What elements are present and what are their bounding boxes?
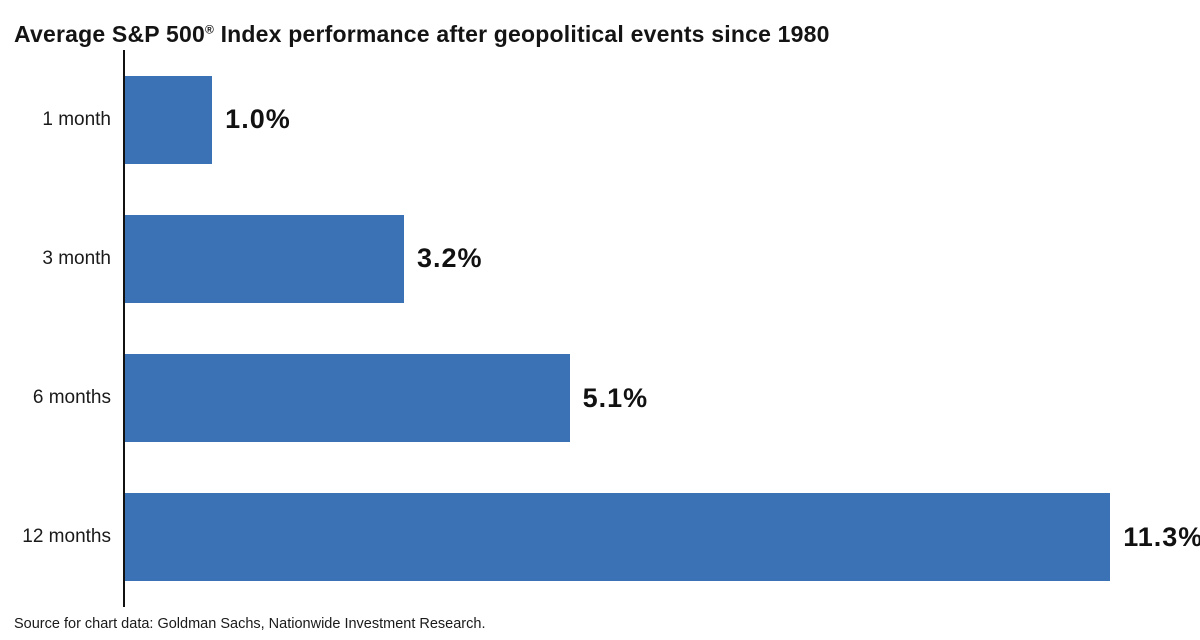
category-label: 1 month <box>42 108 111 130</box>
bar <box>125 75 213 164</box>
bar <box>125 354 570 443</box>
value-label: 5.1% <box>582 382 649 413</box>
category-label: 12 months <box>22 526 111 548</box>
bar-track: 1.0% <box>125 50 1200 189</box>
value-label: 3.2% <box>416 243 483 274</box>
category-label: 6 months <box>32 387 111 409</box>
y-axis-line <box>123 50 125 607</box>
bar-row: 1 month 1.0% <box>0 50 1200 189</box>
bar-row: 3 month 3.2% <box>0 189 1200 328</box>
source-note: Source for chart data: Goldman Sachs, Na… <box>14 616 486 632</box>
bar-track: 11.3% <box>125 468 1200 607</box>
value-label: 11.3% <box>1123 521 1200 552</box>
bar-chart: 1 month 1.0% 3 month 3.2% 6 months 5.1% 12 mon… <box>0 50 1200 607</box>
bar-track: 3.2% <box>125 189 1200 328</box>
value-label: 1.0% <box>225 104 291 135</box>
chart-title: Average S&P 500® Index performance after… <box>14 21 830 48</box>
bar-row: 12 months 11.3% <box>0 468 1200 607</box>
bar <box>125 493 1111 582</box>
chart-title-pre: Average S&P 500 <box>14 21 205 48</box>
bar <box>125 214 404 303</box>
registered-trademark-symbol: ® <box>204 22 214 37</box>
bar-track: 5.1% <box>125 329 1200 468</box>
bar-row: 6 months 5.1% <box>0 329 1200 468</box>
bar-rows: 1 month 1.0% 3 month 3.2% 6 months 5.1% 12 mon… <box>0 50 1200 607</box>
category-label: 3 month <box>42 247 111 269</box>
chart-title-post: Index performance after geopolitical eve… <box>214 21 830 48</box>
